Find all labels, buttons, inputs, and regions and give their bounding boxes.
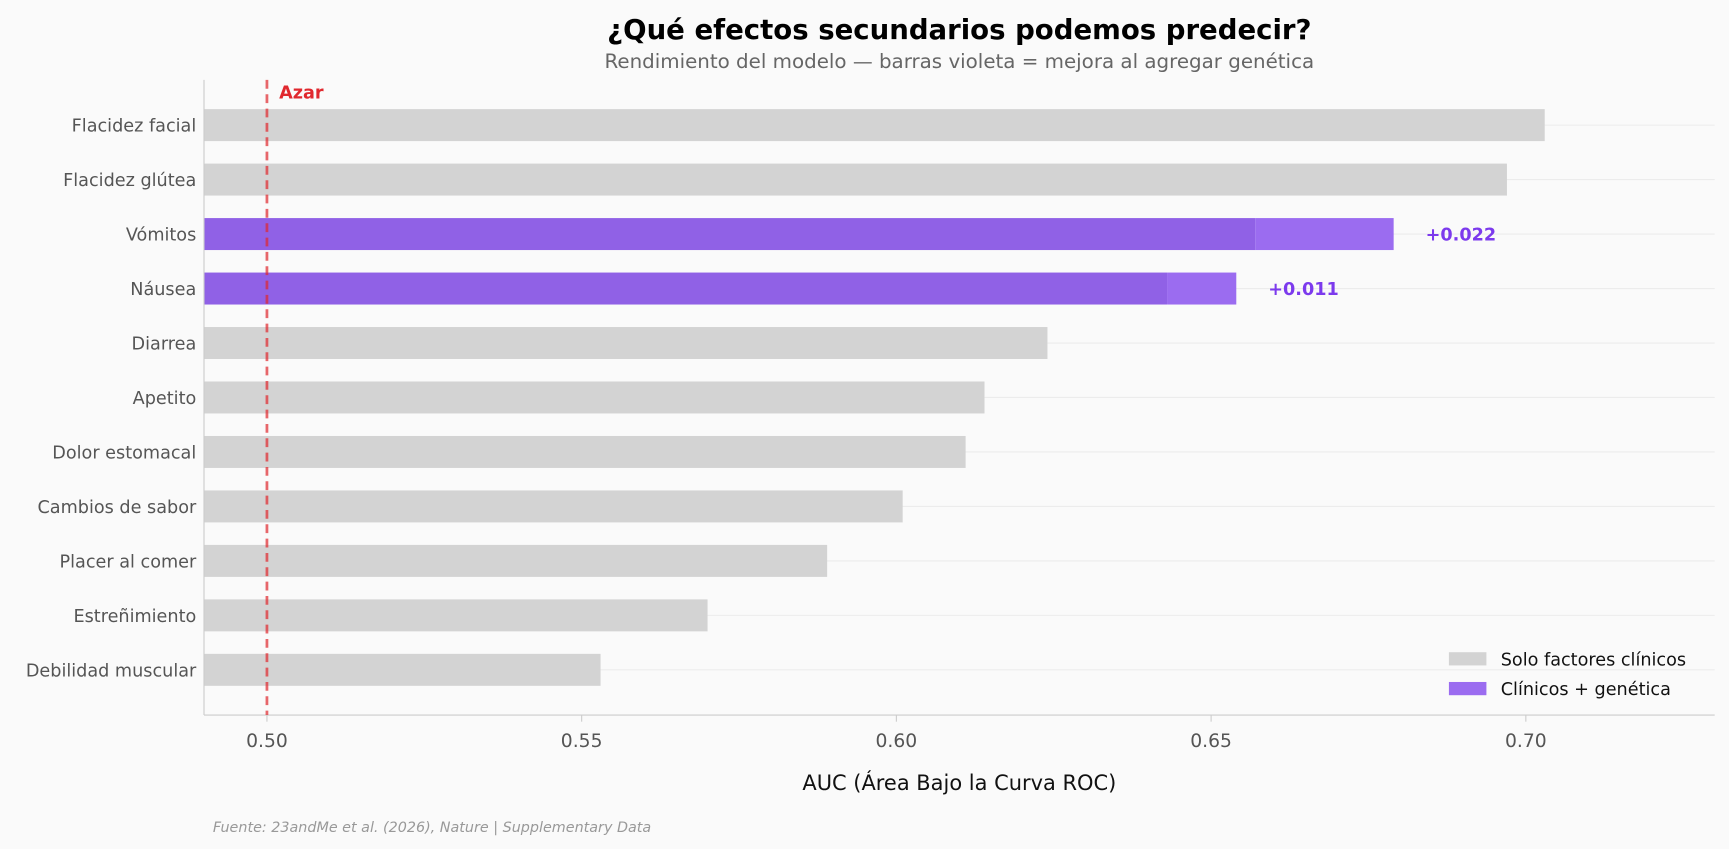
gain-label: +0.011 bbox=[1268, 280, 1339, 300]
x-tick-label: 0.50 bbox=[246, 731, 288, 752]
bar-genetic-gain bbox=[1167, 272, 1237, 305]
legend-swatch bbox=[1448, 652, 1487, 666]
bar-clinical bbox=[203, 109, 1545, 142]
bar-clinical bbox=[203, 435, 966, 468]
bar-clinical bbox=[203, 490, 903, 523]
bar-clinical bbox=[203, 599, 708, 632]
y-tick-label: Diarrea bbox=[132, 335, 197, 355]
legend-label: Solo factores clínicos bbox=[1501, 650, 1686, 670]
gain-label: +0.022 bbox=[1426, 226, 1497, 246]
y-tick-label: Apetito bbox=[133, 389, 197, 409]
bar-clinical bbox=[203, 381, 985, 414]
bar-clinical bbox=[203, 163, 1507, 196]
chart-title: ¿Qué efectos secundarios podemos predeci… bbox=[607, 14, 1311, 46]
bar-clinical bbox=[203, 272, 1168, 305]
bar-clinical bbox=[203, 218, 1256, 251]
x-tick-label: 0.70 bbox=[1505, 731, 1547, 752]
legend-swatch bbox=[1448, 681, 1487, 696]
x-tick-label: 0.55 bbox=[561, 731, 603, 752]
bar-clinical bbox=[203, 653, 601, 686]
bar-genetic-gain bbox=[1255, 218, 1394, 251]
y-tick-label: Placer al comer bbox=[60, 553, 197, 573]
legend-label: Clínicos + genética bbox=[1501, 680, 1671, 700]
bar-clinical bbox=[203, 327, 1048, 360]
y-tick-label: Flacidez facial bbox=[72, 117, 197, 137]
y-tick-label: Cambios de sabor bbox=[38, 498, 198, 518]
legend: Solo factores clínicos Clínicos + genétic… bbox=[1448, 650, 1686, 700]
x-tick-label: 0.60 bbox=[876, 731, 918, 752]
source-note: Fuente: 23andMe et al. (2026), Nature | … bbox=[213, 820, 651, 836]
bar-clinical bbox=[203, 544, 828, 577]
y-tick-label: Vómitos bbox=[126, 226, 196, 246]
chart-subtitle: Rendimiento del modelo — barras violeta … bbox=[605, 50, 1315, 73]
y-tick-label: Dolor estomacal bbox=[52, 444, 196, 464]
y-tick-label: Náusea bbox=[130, 280, 196, 300]
chance-label: Azar bbox=[279, 84, 324, 104]
x-tick-label: 0.65 bbox=[1190, 731, 1232, 752]
y-tick-label: Debilidad muscular bbox=[26, 661, 197, 681]
y-tick-label: Estreñimiento bbox=[73, 607, 196, 627]
x-axis-label: AUC (Área Bajo la Curva ROC) bbox=[802, 770, 1116, 795]
y-tick-label: Flacidez glútea bbox=[63, 171, 196, 191]
